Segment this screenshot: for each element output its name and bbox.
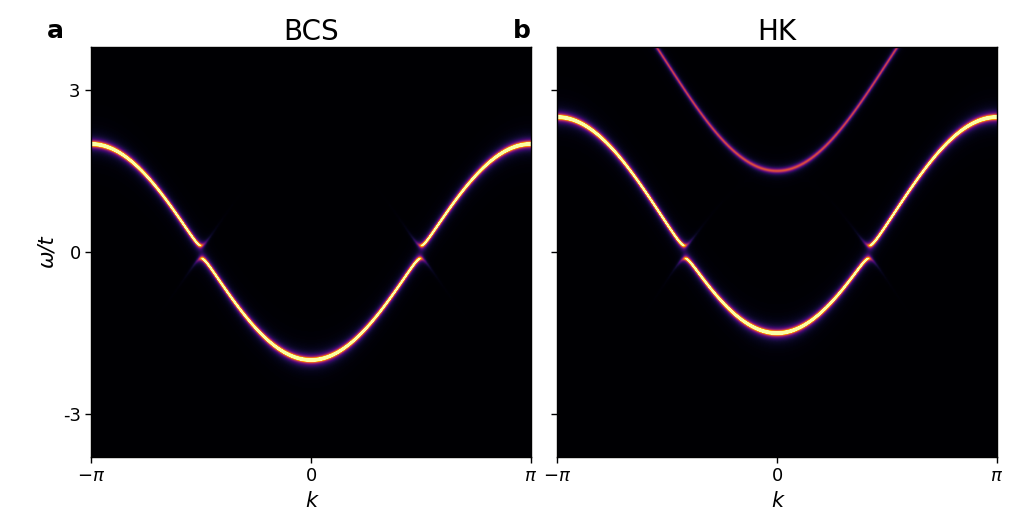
Title: HK: HK <box>756 18 796 46</box>
Text: a: a <box>48 19 64 43</box>
Text: b: b <box>513 19 531 43</box>
Title: BCS: BCS <box>283 18 339 46</box>
X-axis label: k: k <box>304 491 316 511</box>
Y-axis label: ω/t: ω/t <box>37 236 57 268</box>
X-axis label: k: k <box>770 491 783 511</box>
